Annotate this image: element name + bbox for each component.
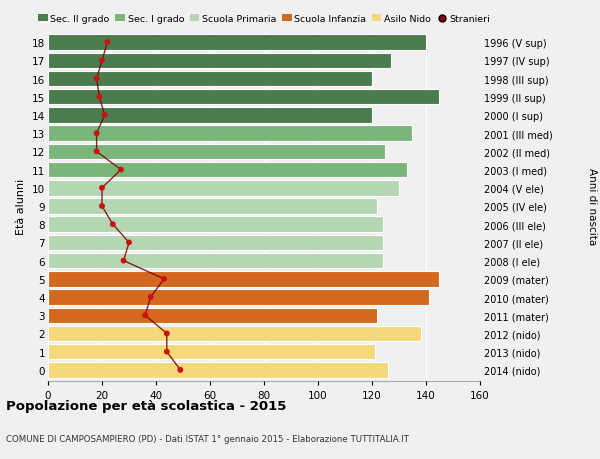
Bar xyxy=(48,272,439,287)
Point xyxy=(97,57,107,65)
Text: Popolazione per età scolastica - 2015: Popolazione per età scolastica - 2015 xyxy=(6,399,286,412)
Bar xyxy=(48,199,377,214)
Bar xyxy=(48,326,421,341)
Bar xyxy=(48,253,383,269)
Bar xyxy=(48,54,391,69)
Point xyxy=(108,221,118,229)
Point xyxy=(97,185,107,192)
Point xyxy=(146,294,155,301)
Bar xyxy=(48,235,383,251)
Bar xyxy=(48,90,439,105)
Point xyxy=(103,39,112,47)
Bar xyxy=(48,181,399,196)
Bar xyxy=(48,217,383,232)
Point xyxy=(116,167,126,174)
Point xyxy=(175,366,185,374)
Bar xyxy=(48,362,388,378)
Point xyxy=(100,112,109,119)
Y-axis label: Età alunni: Età alunni xyxy=(16,179,26,235)
Point xyxy=(160,275,169,283)
Point xyxy=(140,312,150,319)
Point xyxy=(97,203,107,210)
Point xyxy=(92,148,101,156)
Bar xyxy=(48,72,372,87)
Point xyxy=(124,239,134,246)
Point xyxy=(92,130,101,138)
Bar xyxy=(48,162,407,178)
Legend: Sec. II grado, Sec. I grado, Scuola Primaria, Scuola Infanzia, Asilo Nido, Stran: Sec. II grado, Sec. I grado, Scuola Prim… xyxy=(38,15,490,24)
Point xyxy=(92,76,101,83)
Point xyxy=(162,330,172,337)
Bar xyxy=(48,126,413,141)
Text: Anni di nascita: Anni di nascita xyxy=(587,168,597,245)
Text: COMUNE DI CAMPOSAMPIERO (PD) - Dati ISTAT 1° gennaio 2015 - Elaborazione TUTTITA: COMUNE DI CAMPOSAMPIERO (PD) - Dati ISTA… xyxy=(6,434,409,443)
Point xyxy=(119,257,128,265)
Bar xyxy=(48,308,377,323)
Bar xyxy=(48,35,426,51)
Point xyxy=(162,348,172,356)
Point xyxy=(95,94,104,101)
Bar xyxy=(48,344,374,359)
Bar xyxy=(48,290,428,305)
Bar xyxy=(48,108,372,123)
Bar xyxy=(48,144,385,160)
